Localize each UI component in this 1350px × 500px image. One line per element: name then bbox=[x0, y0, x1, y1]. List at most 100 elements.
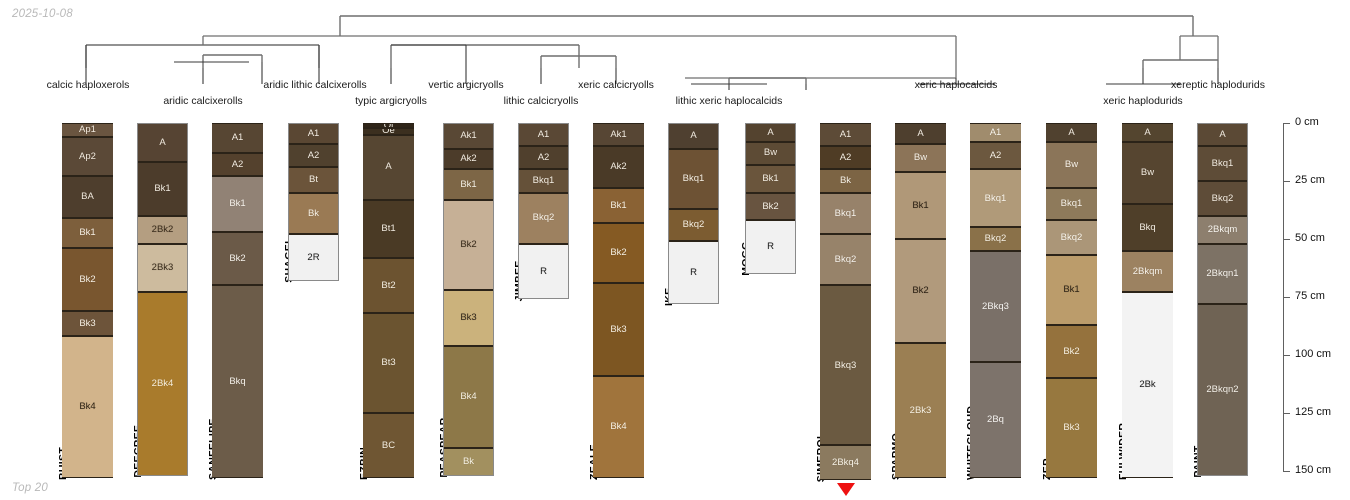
soil-horizon[interactable]: Bw bbox=[1122, 141, 1173, 205]
soil-horizon[interactable]: Bk3 bbox=[1046, 378, 1097, 478]
soil-horizon[interactable]: Bk1 bbox=[745, 164, 796, 193]
soil-horizon[interactable]: Bk1 bbox=[1046, 255, 1097, 325]
soil-horizon[interactable]: Bkq2 bbox=[1197, 181, 1248, 216]
soil-horizon[interactable]: Bkq2 bbox=[668, 208, 719, 242]
soil-horizon[interactable]: Bk1 bbox=[62, 218, 113, 249]
soil-horizon[interactable]: Bk2 bbox=[593, 222, 644, 284]
horizon-label: 2Bk2 bbox=[151, 223, 174, 235]
soil-horizon[interactable]: Bk2 bbox=[212, 232, 263, 286]
depth-tick bbox=[1283, 181, 1290, 182]
soil-horizon[interactable]: Bkq3 bbox=[820, 285, 871, 446]
soil-horizon[interactable]: Bk2 bbox=[1046, 324, 1097, 379]
horizon-label: A bbox=[1144, 126, 1151, 138]
soil-horizon[interactable]: Bk1 bbox=[593, 187, 644, 223]
soil-horizon[interactable]: Ak2 bbox=[443, 148, 494, 170]
soil-horizon[interactable]: BC bbox=[363, 413, 414, 478]
soil-horizon[interactable]: R bbox=[745, 220, 796, 274]
soil-horizon[interactable]: Bk2 bbox=[443, 199, 494, 291]
soil-horizon[interactable]: 2Bkq3 bbox=[970, 250, 1021, 362]
soil-horizon[interactable]: Bkq1 bbox=[820, 192, 871, 235]
soil-horizon[interactable]: Bt3 bbox=[363, 313, 414, 413]
soil-horizon[interactable]: Bk2 bbox=[895, 239, 946, 344]
soil-horizon[interactable]: Bkq bbox=[1122, 204, 1173, 251]
soil-horizon[interactable]: Ak2 bbox=[593, 146, 644, 188]
soil-horizon[interactable]: A1 bbox=[288, 123, 339, 144]
horizon-label: Bk1 bbox=[1063, 284, 1080, 296]
soil-horizon[interactable]: BA bbox=[62, 176, 113, 219]
soil-horizon[interactable]: A2 bbox=[212, 153, 263, 177]
soil-horizon[interactable]: Bk4 bbox=[62, 336, 113, 478]
soil-horizon[interactable]: Bkq2 bbox=[820, 234, 871, 286]
soil-horizon[interactable]: A2 bbox=[288, 143, 339, 168]
soil-horizon[interactable]: Bk4 bbox=[443, 345, 494, 448]
soil-horizon[interactable]: Bk bbox=[820, 169, 871, 193]
soil-horizon[interactable]: Ak1 bbox=[593, 123, 644, 147]
soil-horizon[interactable]: 2Bq bbox=[970, 361, 1021, 478]
soil-horizon[interactable]: Bt bbox=[288, 167, 339, 193]
soil-horizon[interactable]: A1 bbox=[970, 123, 1021, 142]
soil-horizon[interactable]: A bbox=[895, 123, 946, 144]
soil-horizon[interactable]: A1 bbox=[820, 123, 871, 147]
soil-horizon[interactable]: Bkq1 bbox=[518, 169, 569, 193]
soil-horizon[interactable]: 2Bk2 bbox=[137, 215, 188, 244]
soil-horizon[interactable]: Bw bbox=[895, 143, 946, 172]
soil-horizon[interactable]: A1 bbox=[212, 123, 263, 154]
soil-horizon[interactable]: A2 bbox=[970, 141, 1021, 170]
soil-horizon[interactable]: R bbox=[668, 241, 719, 304]
soil-horizon[interactable]: Bw bbox=[745, 141, 796, 165]
soil-horizon[interactable]: A bbox=[1197, 123, 1248, 147]
horizon-label: Bk3 bbox=[460, 312, 477, 324]
soil-horizon[interactable]: 2Bkqn1 bbox=[1197, 243, 1248, 304]
soil-horizon[interactable]: Ak1 bbox=[443, 123, 494, 149]
horizon-label: Bk3 bbox=[1063, 422, 1080, 434]
soil-horizon[interactable]: Bkq1 bbox=[970, 169, 1021, 228]
soil-horizon[interactable]: Ap1 bbox=[62, 123, 113, 137]
soil-horizon[interactable]: Bt2 bbox=[363, 257, 414, 314]
soil-horizon[interactable]: Bk1 bbox=[443, 169, 494, 200]
soil-horizon[interactable]: R bbox=[518, 243, 569, 300]
soil-horizon[interactable]: 2Bkq4 bbox=[820, 445, 871, 481]
soil-horizon[interactable]: Bkq1 bbox=[1046, 187, 1097, 221]
soil-horizon[interactable]: A1 bbox=[518, 123, 569, 147]
soil-horizon[interactable]: Bk1 bbox=[212, 176, 263, 233]
soil-horizon[interactable]: A bbox=[1046, 123, 1097, 142]
soil-horizon[interactable]: Bk3 bbox=[443, 290, 494, 346]
soil-horizon[interactable]: Bk bbox=[288, 192, 339, 235]
soil-horizon[interactable]: 2Bk4 bbox=[137, 292, 188, 476]
soil-horizon[interactable]: 2Bkqm bbox=[1197, 215, 1248, 244]
soil-horizon[interactable]: A bbox=[363, 134, 414, 200]
soil-horizon[interactable]: Bk1 bbox=[895, 171, 946, 239]
soil-horizon[interactable]: Bk bbox=[443, 447, 494, 476]
soil-horizon[interactable]: Bkq bbox=[212, 285, 263, 478]
soil-horizon[interactable]: 2R bbox=[288, 234, 339, 281]
soil-horizon[interactable]: Bk1 bbox=[137, 162, 188, 216]
soil-horizon[interactable]: Bk3 bbox=[593, 283, 644, 376]
soil-horizon[interactable]: Bkq2 bbox=[970, 227, 1021, 251]
soil-horizon[interactable]: Bw bbox=[1046, 141, 1097, 188]
soil-horizon[interactable]: Oe bbox=[363, 127, 414, 135]
soil-horizon[interactable]: Bkq2 bbox=[1046, 220, 1097, 256]
soil-horizon[interactable]: 2Bk3 bbox=[137, 243, 188, 293]
selected-profile-marker-icon bbox=[836, 483, 855, 497]
soil-horizon[interactable]: A bbox=[745, 123, 796, 142]
soil-horizon[interactable]: Bt1 bbox=[363, 199, 414, 258]
soil-horizon[interactable]: 2Bkqn2 bbox=[1197, 303, 1248, 476]
soil-horizon[interactable]: Bk4 bbox=[593, 375, 644, 478]
soil-horizon[interactable]: A bbox=[668, 123, 719, 149]
soil-horizon[interactable]: Oi bbox=[363, 123, 414, 128]
soil-horizon[interactable]: Ap2 bbox=[62, 136, 113, 177]
soil-horizon[interactable]: Bkq2 bbox=[518, 192, 569, 244]
soil-horizon[interactable]: A bbox=[137, 123, 188, 163]
soil-horizon[interactable]: A2 bbox=[518, 146, 569, 170]
soil-horizon[interactable]: Bk2 bbox=[62, 248, 113, 311]
soil-horizon[interactable]: 2Bkqm bbox=[1122, 250, 1173, 293]
soil-horizon[interactable]: Bkq1 bbox=[668, 148, 719, 209]
horizon-label: 2Bk bbox=[1139, 379, 1156, 391]
soil-horizon[interactable]: A bbox=[1122, 123, 1173, 142]
soil-horizon[interactable]: 2Bk3 bbox=[895, 343, 946, 478]
soil-horizon[interactable]: 2Bk bbox=[1122, 292, 1173, 478]
soil-horizon[interactable]: Bk3 bbox=[62, 310, 113, 337]
soil-horizon[interactable]: A2 bbox=[820, 146, 871, 170]
soil-horizon[interactable]: Bk2 bbox=[745, 192, 796, 221]
soil-horizon[interactable]: Bkq1 bbox=[1197, 146, 1248, 181]
